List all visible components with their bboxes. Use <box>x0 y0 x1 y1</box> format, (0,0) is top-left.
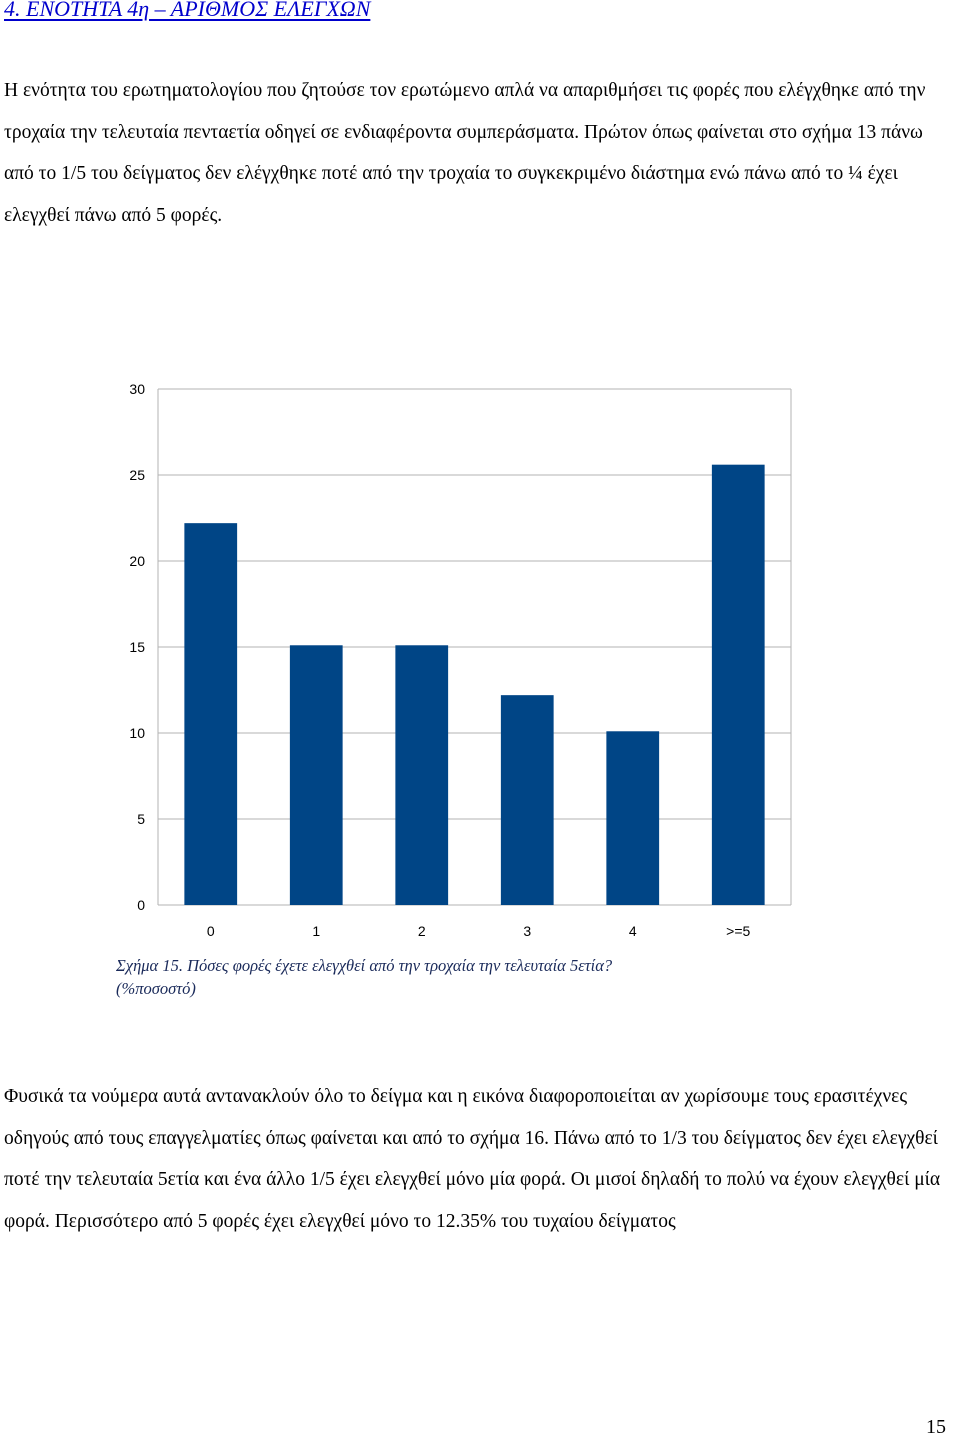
x-tick-label: 1 <box>312 923 320 939</box>
intro-paragraph: Η ενότητα του ερωτηματολογίου που ζητούσ… <box>4 80 926 226</box>
bar-2 <box>395 645 449 905</box>
figure-caption: Σχήμα 15. Πόσες φορές έχετε ελεγχθεί από… <box>116 954 612 1000</box>
y-axis-ticks: 0 5 10 15 20 25 30 <box>129 381 145 913</box>
discussion-paragraph: Φυσικά τα νούμερα αυτά αντανακλούν όλο τ… <box>4 1086 941 1232</box>
x-tick-label: 2 <box>418 923 426 939</box>
chart-svg: 0 5 10 15 20 25 30 0 1 2 3 4 >=5 <box>129 381 792 939</box>
bar-3 <box>500 695 554 905</box>
y-tick-label: 10 <box>129 725 145 741</box>
x-tick-label: 0 <box>207 923 215 939</box>
y-tick-label: 25 <box>129 467 145 483</box>
caption-unit: (%ποσοστό) <box>116 979 196 998</box>
y-tick-label: 30 <box>129 381 145 397</box>
y-tick-label: 15 <box>129 639 145 655</box>
page-number: 15 <box>926 1416 946 1438</box>
chart-bars <box>184 464 765 905</box>
chart-grid <box>157 388 792 906</box>
y-tick-label: 5 <box>137 811 145 827</box>
x-tick-label: 3 <box>523 923 531 939</box>
bar-0 <box>184 523 238 905</box>
x-tick-label: 4 <box>629 923 637 939</box>
section-heading: 4. ΕΝΟΤΗΤΑ 4η – ΑΡΙΘΜΟΣ ΕΛΕΓΧΩΝ <box>4 0 371 21</box>
caption-title: Σχήμα 15. Πόσες φορές έχετε ελεγχθεί από… <box>116 956 613 975</box>
x-tick-label: >=5 <box>726 923 750 939</box>
bar-5 <box>711 464 765 905</box>
bar-4 <box>606 731 660 905</box>
y-tick-label: 0 <box>137 897 145 913</box>
bar-chart: 0 5 10 15 20 25 30 0 1 2 3 4 >=5 <box>0 370 960 939</box>
bar-1 <box>289 645 343 905</box>
y-tick-label: 20 <box>129 553 145 569</box>
x-axis-ticks: 0 1 2 3 4 >=5 <box>207 923 751 939</box>
